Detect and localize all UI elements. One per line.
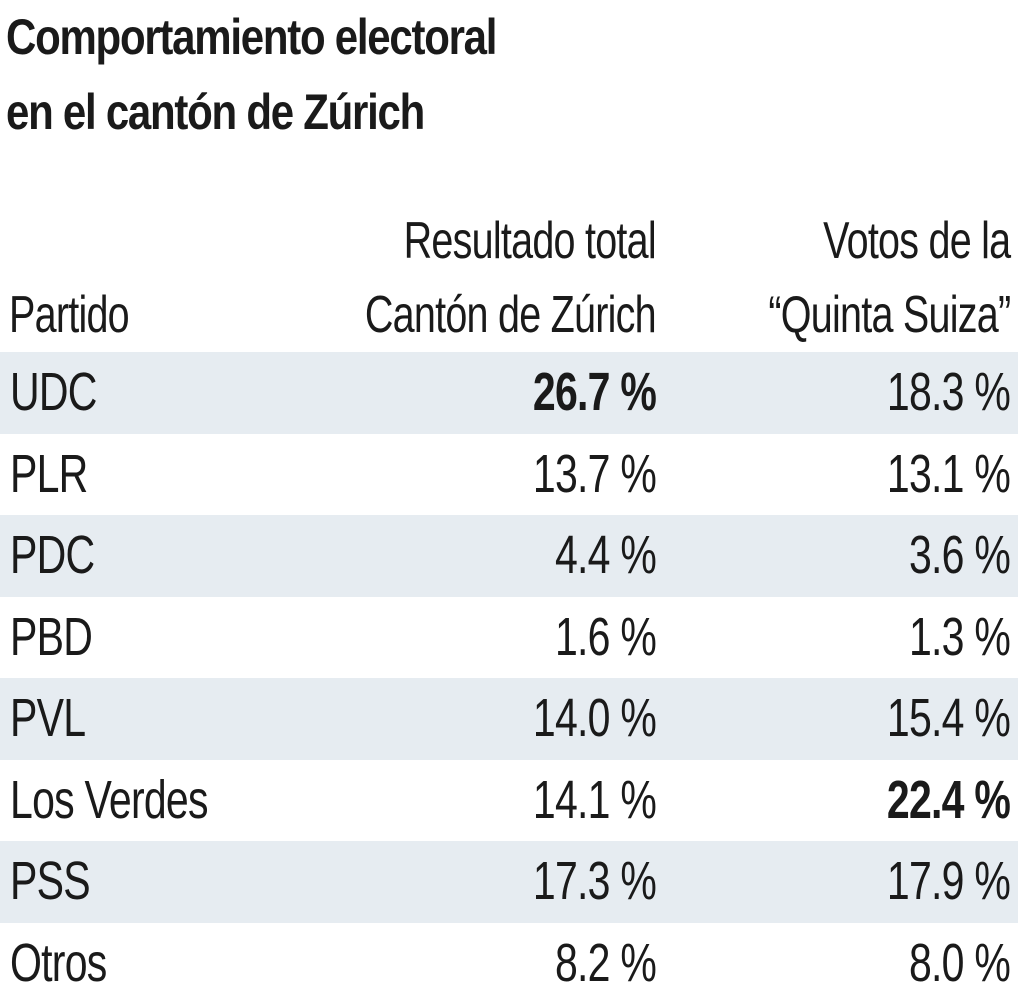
quinta-suiza-cell: 18.3 % (887, 352, 1010, 433)
party-name-cell: PSS (10, 841, 90, 922)
table-row: PLR 13.7 % 13.1 % (0, 434, 1018, 516)
total-result-cell: 13.7 % (533, 434, 656, 515)
total-result-cell: 4.4 % (555, 515, 656, 596)
column-header-total: Resultado total Cantón de Zúrich (365, 204, 656, 352)
table-row: Los Verdes 14.1 % 22.4 % (0, 760, 1018, 842)
chart-title-line-2: en el cantón de Zúrich (6, 75, 594, 150)
column-header-quinta-suiza: Votos de la “Quinta Suiza” (768, 204, 1010, 352)
total-result-cell: 1.6 % (555, 597, 656, 678)
table-row: PBD 1.6 % 1.3 % (0, 597, 1018, 679)
chart-title: Comportamiento electoral en el cantón de… (6, 0, 594, 150)
party-name-cell: UDC (10, 352, 97, 433)
total-result-cell: 26.7 % (533, 352, 656, 433)
quinta-suiza-cell: 8.0 % (909, 923, 1010, 1004)
quinta-suiza-cell: 1.3 % (909, 597, 1010, 678)
party-name-cell: Los Verdes (10, 760, 208, 841)
party-name-cell: PLR (10, 434, 88, 515)
total-result-cell: 14.0 % (533, 678, 656, 759)
party-name-cell: PVL (10, 678, 85, 759)
column-header-party-line-1: Partido (9, 278, 129, 352)
total-result-cell: 8.2 % (555, 923, 656, 1004)
table-row: Otros 8.2 % 8.0 % (0, 923, 1018, 1004)
chart-title-line-1: Comportamiento electoral (6, 0, 594, 75)
table-row: UDC 26.7 % 18.3 % (0, 352, 1018, 434)
table-row: PVL 14.0 % 15.4 % (0, 678, 1018, 760)
column-header-total-line-1: Resultado total (365, 204, 656, 278)
quinta-suiza-cell: 3.6 % (909, 515, 1010, 596)
table-row: PDC 4.4 % 3.6 % (0, 515, 1018, 597)
column-header-quinta-line-2: “Quinta Suiza” (768, 278, 1010, 352)
table-row: PSS 17.3 % 17.9 % (0, 841, 1018, 923)
party-name-cell: PBD (10, 597, 92, 678)
results-table-body: UDC 26.7 % 18.3 % PLR 13.7 % 13.1 % PDC 4.4 % 3.… (0, 352, 1018, 1004)
total-result-cell: 14.1 % (533, 760, 656, 841)
party-name-cell: Otros (10, 923, 107, 1004)
party-name-cell: PDC (10, 515, 94, 596)
quinta-suiza-cell: 13.1 % (887, 434, 1010, 515)
total-result-cell: 17.3 % (533, 841, 656, 922)
quinta-suiza-cell: 15.4 % (887, 678, 1010, 759)
column-header-total-line-2: Cantón de Zúrich (365, 278, 656, 352)
quinta-suiza-cell: 22.4 % (887, 760, 1010, 841)
quinta-suiza-cell: 17.9 % (887, 841, 1010, 922)
column-header-quinta-line-1: Votos de la (768, 204, 1010, 278)
column-header-party: Partido (9, 278, 129, 352)
